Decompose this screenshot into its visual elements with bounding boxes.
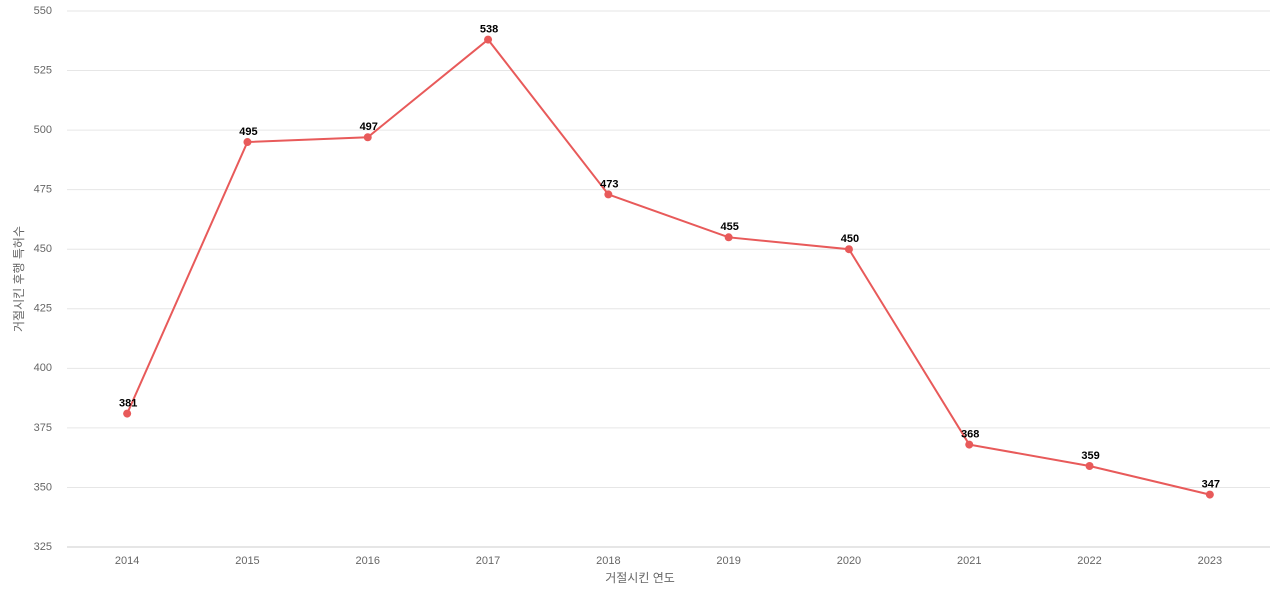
data-label: 450 [841, 233, 859, 245]
point [243, 138, 252, 147]
y-tick-label: 475 [34, 184, 52, 196]
data-label: 473 [600, 178, 618, 190]
y-tick-label: 450 [34, 243, 52, 255]
data-label: 381 [119, 398, 137, 410]
x-tick-label: 2019 [716, 555, 740, 567]
data-label: 497 [360, 121, 378, 133]
y-tick-label: 500 [34, 124, 52, 136]
point [604, 190, 613, 199]
y-tick-label: 425 [34, 303, 52, 315]
x-axis-label: 거절시킨 연도 [605, 571, 675, 585]
x-tick-label: 2017 [476, 555, 500, 567]
line [126, 38, 1211, 496]
x-tick-label: 2015 [235, 555, 259, 567]
y-tick-label: 325 [34, 541, 52, 553]
point [724, 233, 733, 242]
x-tick-label: 2023 [1198, 555, 1222, 567]
point [844, 245, 853, 254]
point [484, 35, 493, 44]
x-tick-label: 2022 [1077, 555, 1101, 567]
y-tick-label: 400 [34, 362, 52, 374]
data-label: 455 [720, 221, 738, 233]
data-label: 359 [1081, 450, 1099, 462]
y-tick-label: 350 [34, 481, 52, 493]
point [363, 133, 372, 142]
x-tick-label: 2018 [596, 555, 620, 567]
x-tick-label: 2016 [356, 555, 380, 567]
y-axis-label: 거절시킨 후행 특허수 [11, 226, 26, 332]
y-tick-label: 550 [34, 5, 52, 17]
point [965, 440, 974, 449]
data-label: 495 [239, 126, 257, 138]
data-label: 347 [1202, 478, 1220, 490]
x-tick-label: 2014 [115, 555, 139, 567]
data-label: 538 [480, 23, 498, 35]
y-tick-label: 375 [34, 422, 52, 434]
data-label: 368 [961, 428, 979, 440]
x-tick-label: 2020 [837, 555, 861, 567]
point [1085, 462, 1094, 471]
point [1205, 490, 1214, 499]
x-tick-label: 2021 [957, 555, 981, 567]
point [123, 409, 132, 418]
y-tick-label: 525 [34, 64, 52, 76]
